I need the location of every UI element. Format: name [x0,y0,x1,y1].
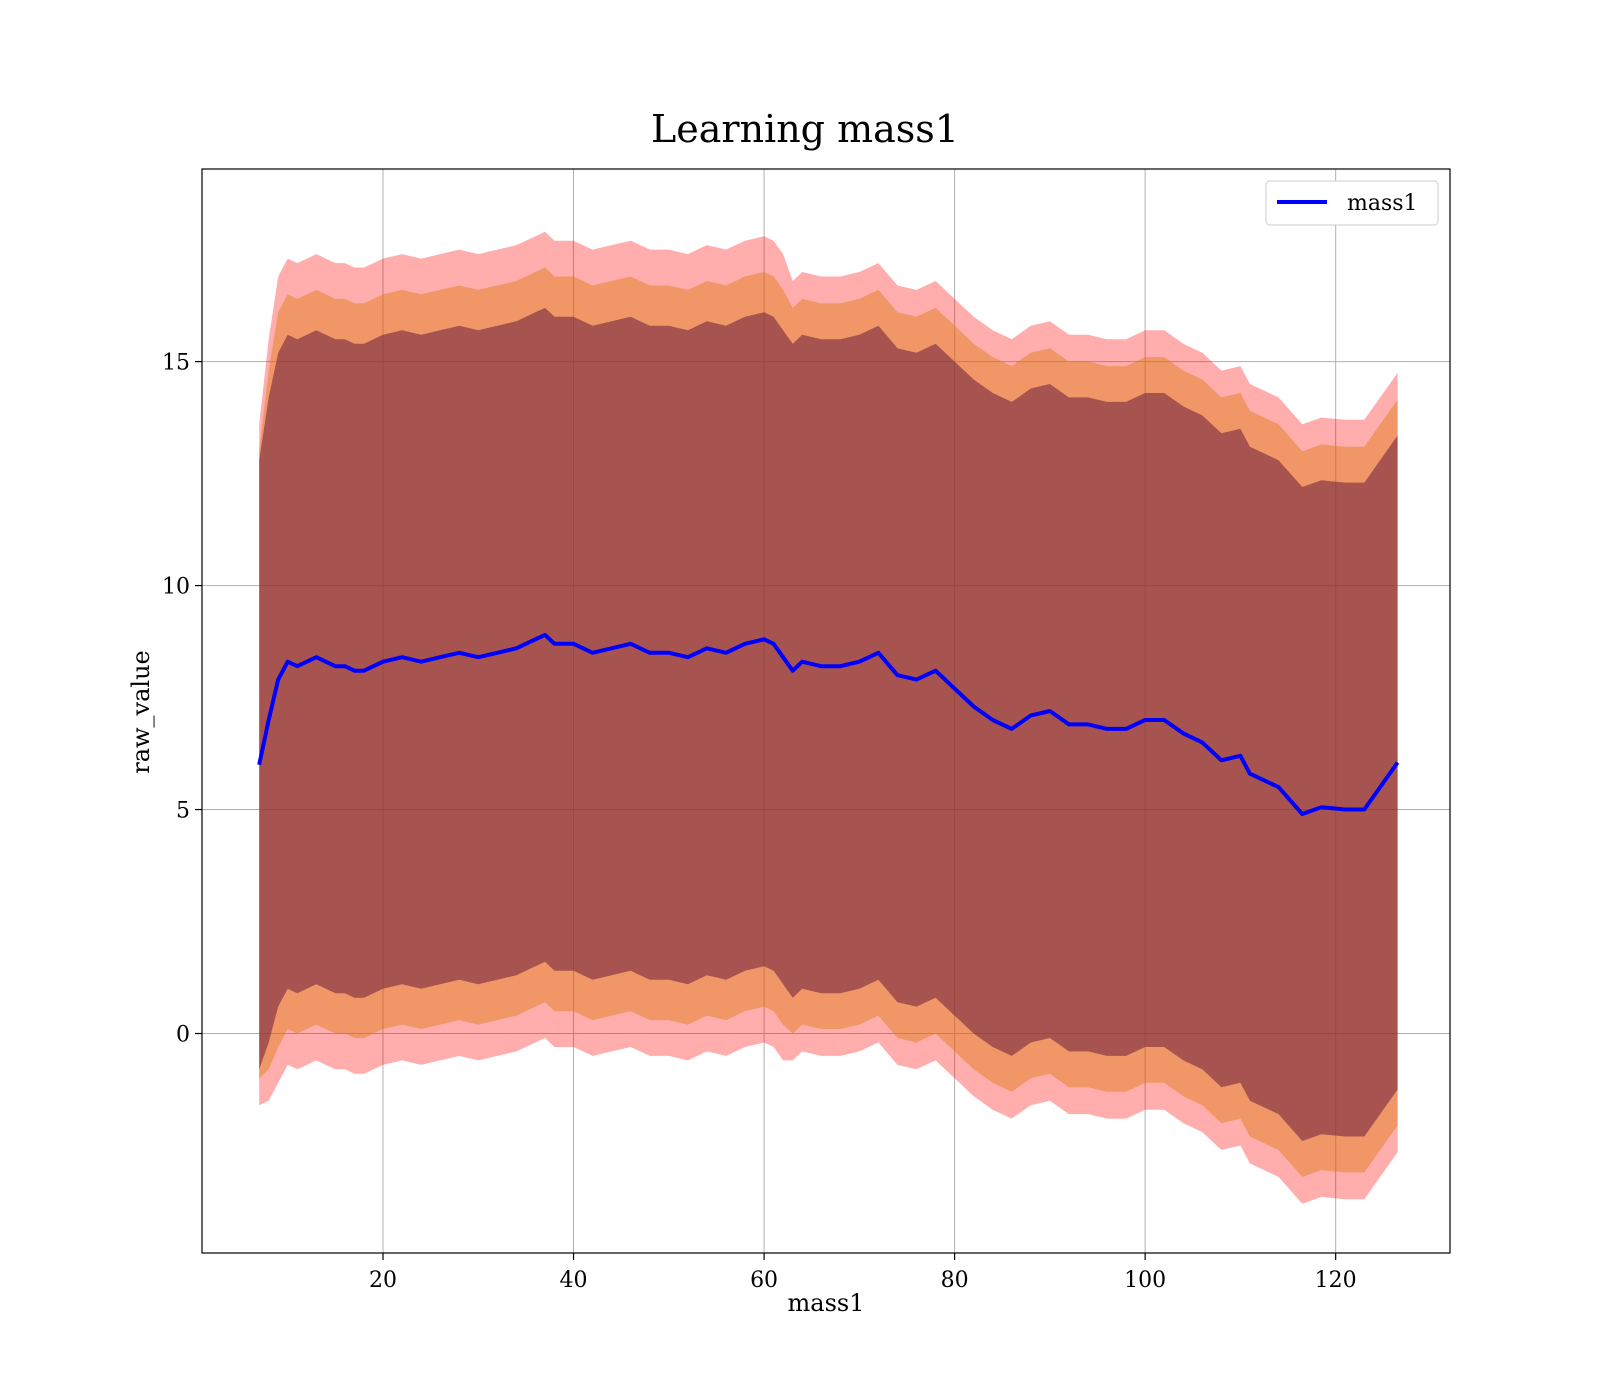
y-tick-label: 10 [162,575,190,600]
legend: mass1 [1265,180,1439,226]
x-tick-label: 120 [1315,1268,1357,1293]
x-axis-label: mass1 [788,1289,865,1317]
x-tick-label: 40 [560,1268,588,1293]
confidence-bands [259,231,1398,1204]
legend-label-mass1: mass1 [1347,191,1418,216]
y-tick-label: 15 [162,351,190,376]
series-lines [257,632,1400,816]
legend-box [1265,180,1439,226]
y-tick-label: 5 [176,799,190,824]
y-axis-label: raw_value [127,650,155,774]
y-tick-label: 0 [176,1023,190,1048]
x-tick-label: 80 [941,1268,969,1293]
x-tick-label: 20 [369,1268,397,1293]
x-tick-label: 100 [1124,1268,1166,1293]
series-line-mass1 [257,632,1400,816]
x-tick-label: 60 [750,1268,778,1293]
plot-frame [201,168,1451,1254]
band-3 [259,307,1398,1141]
x-axis-ticks: 20 40 60 80 100 120 [369,1253,1357,1293]
y-axis-ticks: 0 5 10 15 [162,351,202,1048]
chart-title: Learning mass1 [651,107,959,151]
